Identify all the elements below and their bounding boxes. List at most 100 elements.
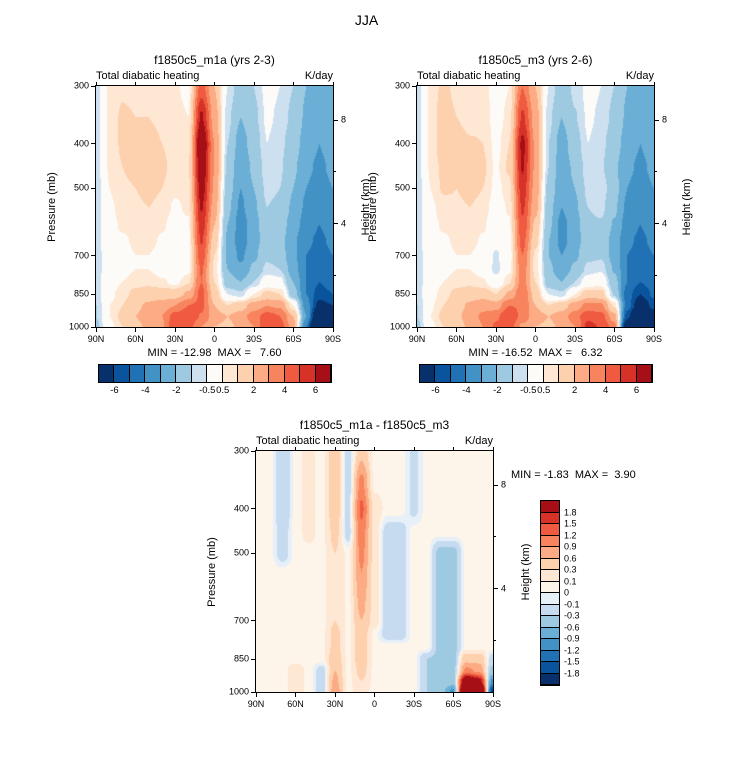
colorbar-cell <box>605 365 622 382</box>
colorbar-cell <box>541 535 559 547</box>
colorbar-tick-label: 2 <box>251 385 257 396</box>
panel-difference: f1850c5_m1a - f1850c5_m3 Total diabatic … <box>206 418 636 709</box>
colorbar-tick-label: -4 <box>462 385 471 396</box>
x-tick-mark-top <box>95 82 97 86</box>
x-tick-mark <box>95 327 97 332</box>
x-tick-mark <box>214 327 215 332</box>
x-tick-label: 90S <box>324 334 342 344</box>
variable-label: Total diabatic heating <box>417 70 521 82</box>
x-tick-label: 60S <box>285 334 302 344</box>
height-tick-label: 8 <box>662 114 668 125</box>
x-tick-mark <box>416 327 418 332</box>
colorbar-difference: 1.8 1.5 1.2 0.9 0.6 0.3 0.1 0 -0.1 -0.3 -0.6 -0.9 -1… <box>540 500 580 686</box>
colorbar-tick-label: 0.5 <box>537 385 551 396</box>
colorbar-cell <box>145 365 161 382</box>
contour-plot-m1a <box>96 86 333 327</box>
minmax-label: MIN = -12.98 MAX = 7.60 <box>147 347 282 359</box>
pressure-tick-label: 700 <box>394 250 410 261</box>
height-minor-tick-mark <box>493 536 496 538</box>
x-tick-label: 30N <box>326 699 344 709</box>
pressure-tick-mark <box>412 293 417 295</box>
colorbar-cell <box>541 662 559 674</box>
colorbar-tick-label: -6 <box>431 385 440 396</box>
pressure-tick-mark <box>91 85 96 87</box>
x-tick-label: 30N <box>166 334 184 344</box>
colorbar-tick-label: 0.9 <box>564 541 577 552</box>
colorbar-cell <box>541 558 559 570</box>
colorbar-cell <box>176 365 192 382</box>
panel-m3: f1850c5_m3 (yrs 2-6) Total diabatic heat… <box>367 53 693 359</box>
height-tick-label: 8 <box>501 479 507 490</box>
x-tick-label: 30S <box>245 334 263 344</box>
contour-plot-m3 <box>417 86 654 327</box>
panel-m1a: f1850c5_m1a (yrs 2-3) Total diabatic hea… <box>46 53 372 359</box>
x-tick-label: 90S <box>484 699 502 709</box>
pressure-tick-label: 1000 <box>389 321 410 332</box>
x-tick-label: 90N <box>87 334 105 344</box>
colorbar-m3: -6 -4 -2 -0.5 0.5 2 4 6 <box>419 364 653 395</box>
units-label: K/day <box>625 70 654 82</box>
x-tick-mark <box>255 692 257 697</box>
x-tick-mark <box>574 327 576 332</box>
pressure-tick-mark <box>251 691 256 693</box>
pressure-tick-label: 400 <box>73 138 89 149</box>
colorbar-tick-label: -0.6 <box>564 622 580 632</box>
colorbar-cell <box>559 365 575 382</box>
colorbar-tick-label: -4 <box>141 385 150 396</box>
contour-plot-difference <box>256 451 493 692</box>
pressure-tick-mark <box>251 620 256 622</box>
colorbar-tick-label: -2 <box>493 385 502 396</box>
colorbar-cell <box>541 512 559 524</box>
variable-label: Total diabatic heating <box>96 70 200 82</box>
x-tick-mark-top <box>492 447 494 451</box>
colorbar-tick-label: -0.1 <box>564 599 580 609</box>
colorbar-tick-label: -0.5 <box>520 385 537 396</box>
height-tick-label: 4 <box>501 583 507 594</box>
colorbar-cell <box>238 365 254 382</box>
colorbar-cell <box>129 365 146 382</box>
panel-title: f1850c5_m3 (yrs 2-6) <box>478 53 593 67</box>
colorbar-cell <box>160 365 177 382</box>
pressure-tick-mark <box>412 187 417 189</box>
units-label: K/day <box>304 70 333 82</box>
pressure-tick-mark <box>251 450 256 452</box>
colorbar-tick-label: 6 <box>312 385 319 396</box>
season-title: JJA <box>354 12 379 28</box>
colorbar-tick-label: -6 <box>110 385 119 396</box>
height-tick-mark <box>333 223 338 225</box>
x-tick-mark <box>495 327 497 332</box>
height-minor-tick-mark <box>493 639 496 641</box>
height-tick-label: 8 <box>341 114 347 125</box>
height-tick-label: 4 <box>662 218 668 229</box>
x-tick-mark-top <box>535 82 536 86</box>
x-tick-mark <box>456 327 457 332</box>
height-minor-tick-mark <box>654 171 657 173</box>
colorbar-tick-label: 0.3 <box>564 564 577 575</box>
pressure-tick-label: 300 <box>233 445 249 456</box>
colorbar-tick-label: 4 <box>602 385 609 396</box>
x-tick-mark <box>332 327 334 332</box>
x-tick-label: 90N <box>247 699 265 709</box>
colorbar-cell <box>512 365 529 382</box>
x-tick-mark-top <box>574 82 576 86</box>
height-tick-mark <box>493 588 498 590</box>
pressure-tick-mark <box>91 143 96 145</box>
x-tick-mark-top <box>374 447 375 451</box>
pressure-tick-label: 300 <box>73 80 89 91</box>
colorbar-cell <box>269 365 285 382</box>
pressure-tick-label: 500 <box>394 182 410 193</box>
x-tick-mark <box>374 692 375 697</box>
colorbar-tick-label: 6 <box>633 385 640 396</box>
x-tick-label: 0 <box>211 334 218 344</box>
pressure-tick-label: 1000 <box>68 321 89 332</box>
height-minor-tick-mark <box>333 274 336 276</box>
pressure-tick-label: 500 <box>73 182 89 193</box>
colorbar-cell <box>300 365 316 382</box>
x-tick-mark-top <box>456 82 457 86</box>
colorbar-cell <box>114 365 130 382</box>
colorbar-tick-label: 0.5 <box>216 385 230 396</box>
colorbar-cell <box>541 627 559 639</box>
colorbar-cell <box>541 524 559 536</box>
x-tick-mark <box>453 692 454 697</box>
colorbar-tick-label: 1.2 <box>564 530 577 540</box>
